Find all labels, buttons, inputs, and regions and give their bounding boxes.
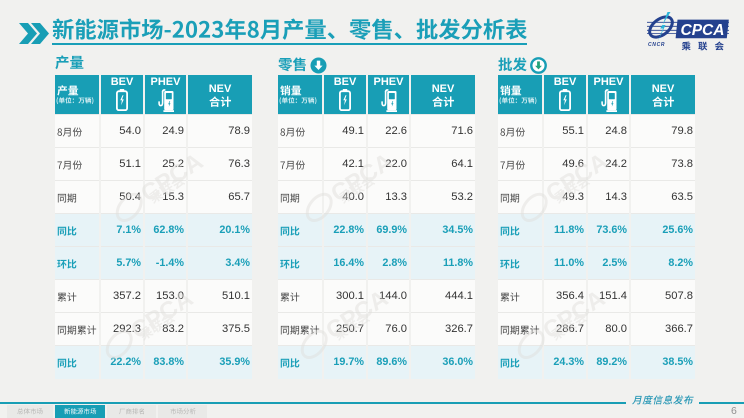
svg-text:CNCR: CNCR [648, 42, 665, 48]
svg-text:CPCA: CPCA [681, 22, 725, 39]
